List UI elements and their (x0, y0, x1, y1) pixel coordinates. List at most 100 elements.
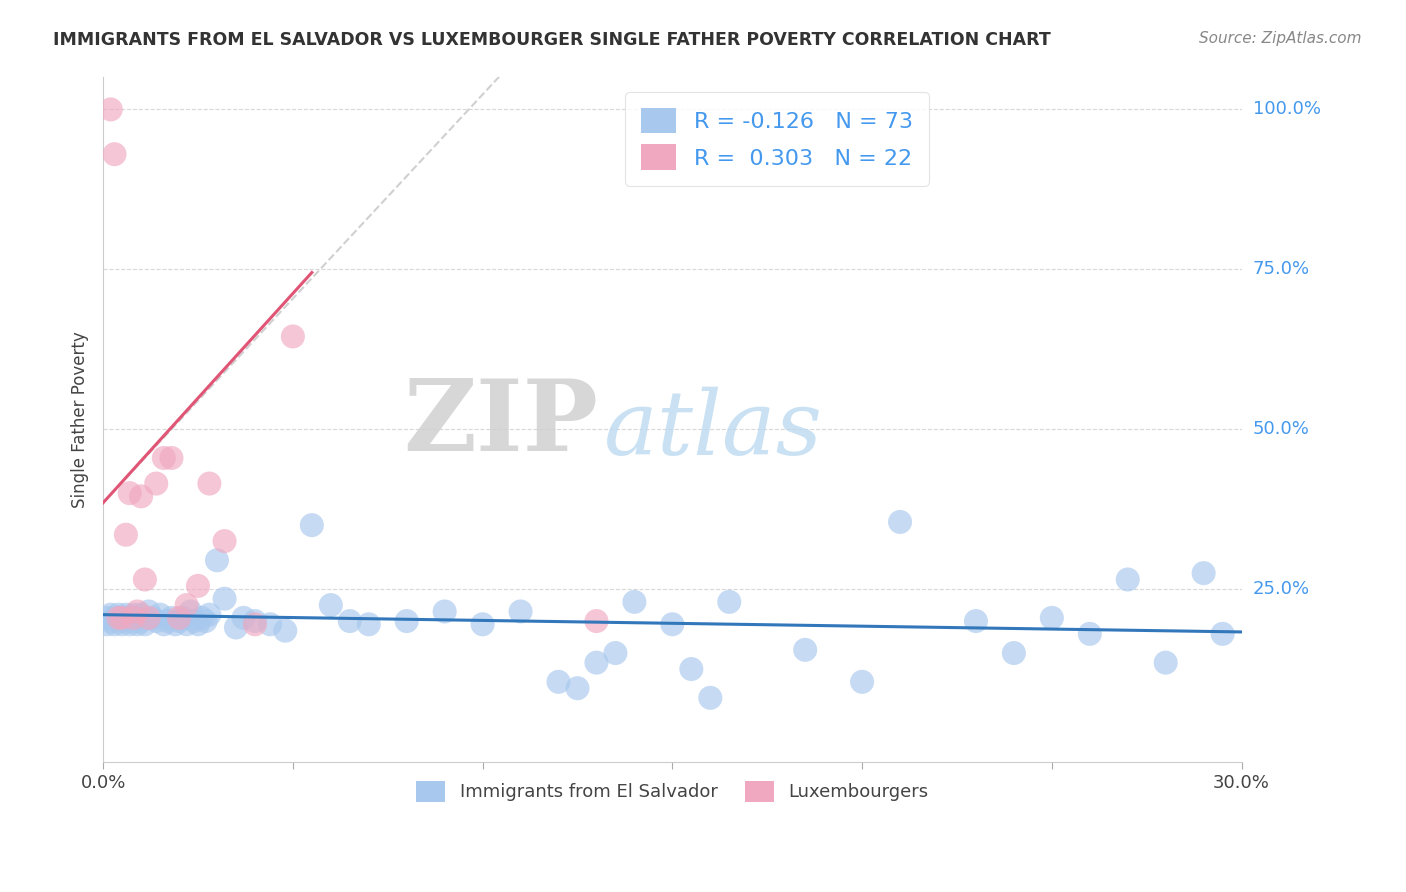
Point (889, 515, 911, 529)
Point (141, 611, 163, 625)
Point (100, 614, 122, 628)
Point (794, 643, 817, 657)
Point (107, 607, 129, 622)
Point (127, 617, 149, 632)
Point (395, 614, 418, 628)
Point (103, 147, 125, 161)
Point (111, 611, 134, 625)
Text: IMMIGRANTS FROM EL SALVADOR VS LUXEMBOURGER SINGLE FATHER POVERTY CORRELATION CH: IMMIGRANTS FROM EL SALVADOR VS LUXEMBOUR… (53, 31, 1052, 49)
Point (699, 690, 721, 705)
Point (103, 611, 125, 625)
Point (100, 607, 122, 622)
Point (134, 573, 156, 587)
Point (259, 617, 281, 632)
Point (176, 617, 198, 632)
Point (214, 534, 236, 549)
Point (1212, 627, 1234, 641)
Point (198, 607, 221, 622)
Point (1116, 573, 1139, 587)
Point (567, 681, 589, 696)
Point (153, 617, 176, 632)
Point (118, 617, 141, 632)
Point (661, 617, 683, 632)
Point (176, 598, 198, 612)
Point (145, 476, 167, 491)
Point (160, 611, 183, 625)
Point (138, 605, 160, 619)
Point (623, 595, 645, 609)
Point (115, 607, 138, 622)
Point (1002, 646, 1025, 660)
Point (115, 527, 138, 541)
Point (232, 611, 254, 625)
Point (107, 611, 129, 625)
Point (281, 329, 304, 343)
Point (243, 614, 266, 628)
Point (127, 611, 149, 625)
Point (129, 607, 152, 622)
Point (301, 518, 323, 533)
Point (1078, 627, 1101, 641)
Point (274, 624, 297, 638)
Point (111, 617, 134, 632)
Point (319, 598, 342, 612)
Point (1154, 656, 1177, 670)
Point (433, 605, 456, 619)
Point (134, 617, 156, 632)
Point (851, 674, 873, 689)
Point (122, 611, 145, 625)
Point (167, 614, 190, 628)
Text: 100.0%: 100.0% (1253, 101, 1320, 119)
Point (183, 614, 205, 628)
Point (138, 611, 160, 625)
Text: 75.0%: 75.0% (1253, 260, 1310, 278)
Point (149, 607, 172, 622)
Point (115, 614, 138, 628)
Point (129, 489, 152, 503)
Text: 50.0%: 50.0% (1253, 420, 1309, 438)
Point (172, 611, 194, 625)
Point (122, 607, 145, 622)
Point (96, 617, 118, 632)
Point (187, 617, 209, 632)
Point (681, 662, 703, 676)
Text: atlas: atlas (605, 386, 823, 474)
Point (585, 614, 607, 628)
Point (339, 614, 361, 628)
Point (129, 614, 152, 628)
Point (471, 617, 494, 632)
Point (153, 450, 176, 465)
Point (96, 611, 118, 625)
Point (965, 614, 987, 628)
Point (205, 553, 228, 567)
Point (111, 611, 134, 625)
Point (167, 611, 190, 625)
Point (122, 614, 145, 628)
Point (225, 620, 247, 634)
Text: ZIP: ZIP (404, 375, 599, 472)
Point (179, 605, 201, 619)
Point (194, 614, 217, 628)
Point (243, 617, 266, 632)
Point (191, 611, 214, 625)
Text: 25.0%: 25.0% (1253, 580, 1310, 599)
Point (118, 611, 141, 625)
Point (198, 476, 221, 491)
Point (156, 614, 179, 628)
Point (1040, 611, 1063, 625)
Point (100, 103, 122, 117)
Y-axis label: Single Father Poverty: Single Father Poverty (72, 331, 89, 508)
Point (118, 486, 141, 500)
Point (1192, 566, 1215, 580)
Point (103, 617, 125, 632)
Point (718, 595, 741, 609)
Point (357, 617, 380, 632)
Point (160, 450, 183, 465)
Text: Source: ZipAtlas.com: Source: ZipAtlas.com (1198, 31, 1361, 46)
Point (145, 614, 167, 628)
Point (605, 646, 627, 660)
Legend: Immigrants from El Salvador, Luxembourgers: Immigrants from El Salvador, Luxembourge… (404, 768, 941, 814)
Point (127, 605, 149, 619)
Point (107, 614, 129, 628)
Point (165, 617, 187, 632)
